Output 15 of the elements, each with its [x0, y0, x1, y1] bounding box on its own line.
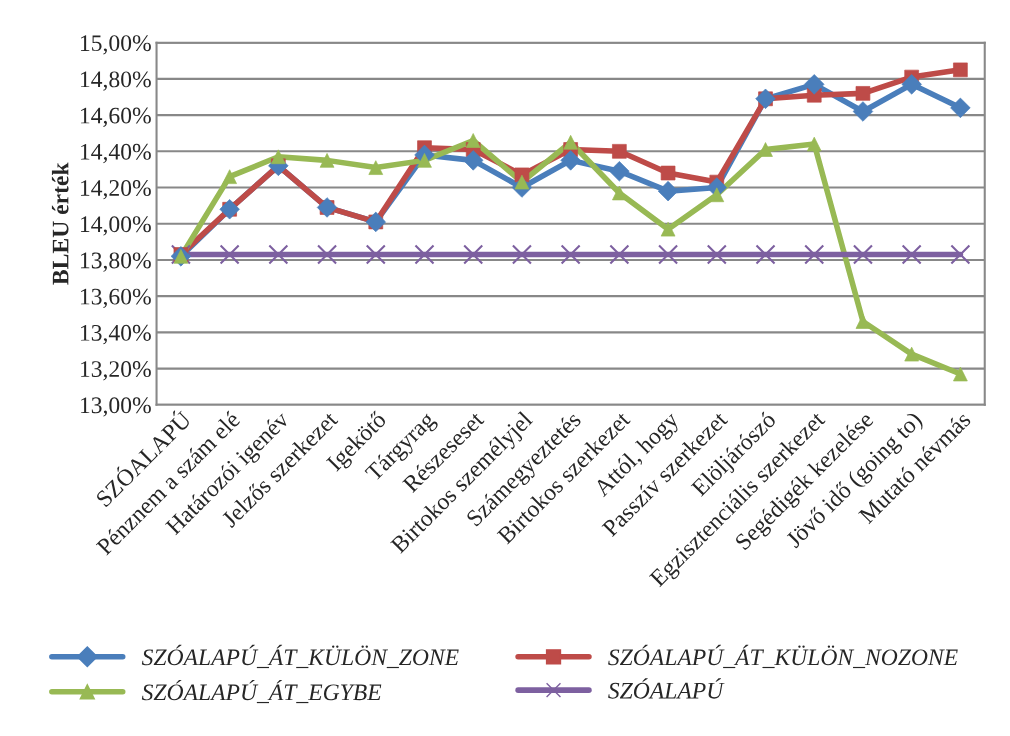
y-tick-label: 13,40%: [80, 324, 151, 345]
y-tick-label: 14,00%: [80, 216, 151, 236]
legend-label: SZÓALAPÚ_ÁT_KÜLÖN_ZONE: [141, 644, 459, 669]
y-tick-label: 14,80%: [80, 71, 151, 91]
y-tick-label: 15,00%: [80, 35, 151, 55]
y-tick-label: 13,20%: [80, 361, 151, 381]
legend-label: SZÓALAPÚ_ÁT_KÜLÖN_NOZONE: [608, 644, 958, 669]
y-tick-label: 13,60%: [80, 288, 151, 308]
y-tick-label: 14,40%: [80, 143, 151, 164]
legend-label: SZÓALAPÚ_ÁT_EGYBE: [141, 679, 382, 704]
legend-label: SZÓALAPÚ: [608, 678, 725, 699]
y-axis-title: BLEU érték: [51, 162, 69, 285]
y-tick-label: 14,60%: [80, 107, 151, 127]
y-tick-label: 14,20%: [80, 180, 151, 200]
y-tick-label: 13,80%: [80, 252, 151, 272]
